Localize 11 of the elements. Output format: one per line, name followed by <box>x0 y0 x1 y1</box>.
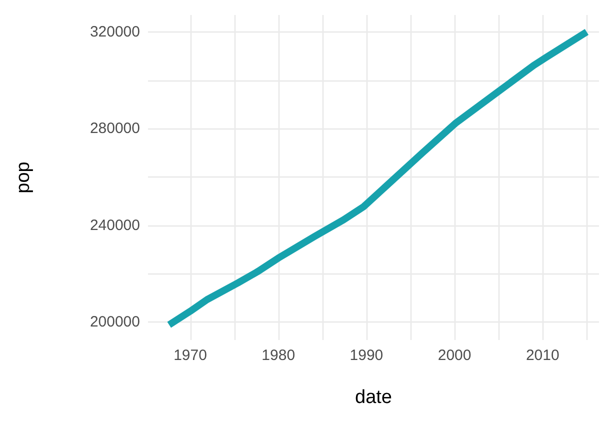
y-tick-label: 280000 <box>90 120 140 138</box>
x-axis-title: date <box>355 387 392 408</box>
y-tick-label: 200000 <box>90 314 140 331</box>
x-tick-label: 2000 <box>438 347 472 364</box>
x-tick-label: 1990 <box>350 347 384 364</box>
x-tick-label: 2010 <box>526 347 560 364</box>
x-tick-label: 1970 <box>174 347 207 364</box>
x-tick-label: 1980 <box>262 347 296 364</box>
y-tick-label: 240000 <box>90 216 140 234</box>
y-tick-label: 320000 <box>90 23 140 40</box>
y-axis-title: pop <box>13 162 34 194</box>
